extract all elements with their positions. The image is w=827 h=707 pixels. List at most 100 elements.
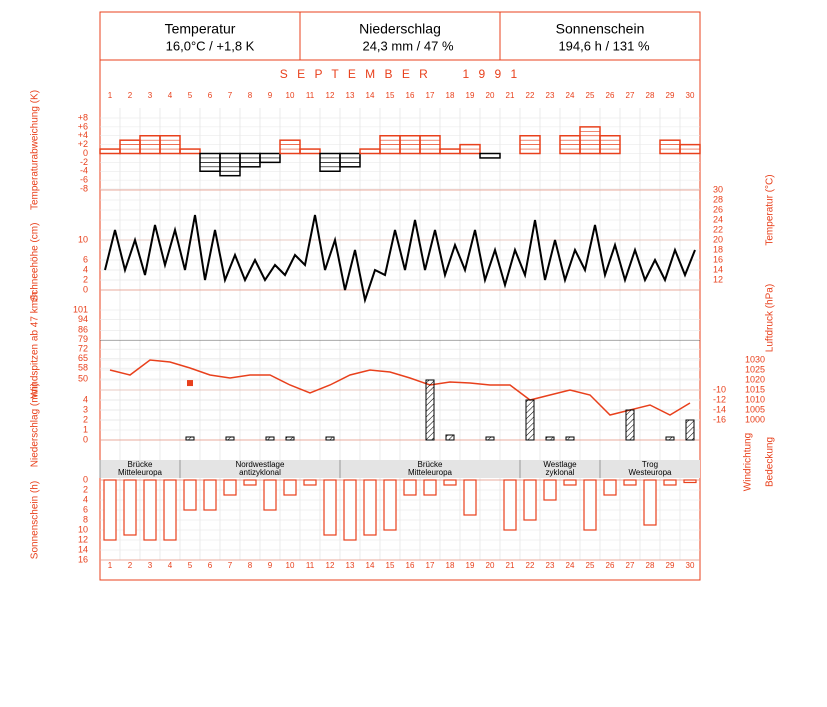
day-label: 25 bbox=[586, 91, 595, 100]
header-value: 16,0°C / +1,8 K bbox=[166, 38, 255, 53]
y-tick-label: +4 bbox=[78, 130, 88, 140]
day-label: 8 bbox=[248, 91, 253, 100]
day-label: 21 bbox=[506, 561, 515, 570]
day-label: 29 bbox=[666, 91, 675, 100]
day-label: 10 bbox=[286, 91, 295, 100]
header-label: Niederschlag bbox=[359, 21, 441, 37]
sunshine-bar bbox=[603, 479, 617, 496]
day-label: 26 bbox=[606, 561, 615, 570]
deviation-bar bbox=[99, 148, 121, 155]
deviation-bar bbox=[239, 152, 261, 168]
y-tick-label: -2 bbox=[80, 157, 88, 167]
day-label: 4 bbox=[168, 561, 173, 570]
day-label: 28 bbox=[646, 561, 655, 570]
sunshine-bar bbox=[303, 479, 317, 486]
day-label: 11 bbox=[306, 561, 315, 570]
y-tick-label: -14 bbox=[713, 404, 726, 414]
day-label: 1 bbox=[108, 91, 113, 100]
sunshine-bar bbox=[663, 479, 677, 486]
sunshine-bar bbox=[143, 479, 157, 541]
header-label: Sonnenschein bbox=[556, 21, 645, 37]
y-tick-label: 0 bbox=[83, 148, 88, 158]
y-tick-label: 4 bbox=[83, 264, 88, 274]
header-value: 24,3 mm / 47 % bbox=[362, 38, 453, 53]
weather-type: Mitteleuropa bbox=[408, 468, 453, 477]
day-label: 20 bbox=[486, 561, 495, 570]
day-label: 15 bbox=[386, 561, 395, 570]
sunshine-bar bbox=[443, 479, 457, 486]
deviation-bar bbox=[119, 139, 141, 155]
day-label: 30 bbox=[686, 561, 695, 570]
sunshine-bar bbox=[323, 479, 337, 536]
precip-bar bbox=[425, 379, 435, 441]
y-tick-label: +6 bbox=[78, 121, 88, 131]
y-tick-label: 2 bbox=[83, 274, 88, 284]
y-tick-label: 30 bbox=[713, 184, 723, 194]
y-tick-label: 79 bbox=[78, 334, 88, 344]
header-value: 194,6 h / 131 % bbox=[558, 38, 650, 53]
axis-title: Sonnenschein (h) bbox=[30, 481, 41, 559]
month-title: S E P T E M B E R 1 9 9 1 bbox=[280, 67, 520, 81]
y-tick-label: 6 bbox=[83, 504, 88, 514]
y-tick-label: 4 bbox=[83, 494, 88, 504]
y-tick-label: 1020 bbox=[745, 374, 765, 384]
y-tick-label: 94 bbox=[78, 314, 88, 324]
y-tick-label: 1025 bbox=[745, 364, 765, 374]
y-tick-label: 8 bbox=[83, 514, 88, 524]
deviation-bar bbox=[659, 139, 681, 155]
sunshine-bar bbox=[223, 479, 237, 496]
y-tick-label: 6 bbox=[83, 254, 88, 264]
day-label: 26 bbox=[606, 91, 615, 100]
sunshine-bar bbox=[563, 479, 577, 486]
sunshine-bar bbox=[383, 479, 397, 531]
y-tick-label: 2 bbox=[83, 414, 88, 424]
y-tick-label: 1000 bbox=[745, 414, 765, 424]
y-tick-label: +8 bbox=[78, 112, 88, 122]
day-label: 7 bbox=[228, 91, 233, 100]
day-label: 9 bbox=[268, 561, 273, 570]
day-label: 6 bbox=[208, 561, 213, 570]
day-label: 12 bbox=[326, 91, 335, 100]
axis-title: Niederschlag (mm) bbox=[30, 383, 41, 467]
temperature-line bbox=[104, 214, 696, 304]
precip-bar bbox=[225, 436, 235, 441]
y-tick-label: 26 bbox=[713, 204, 723, 214]
weather-type: zyklonal bbox=[546, 468, 575, 477]
day-label: 9 bbox=[268, 91, 273, 100]
day-label: 22 bbox=[526, 91, 535, 100]
y-tick-label: 18 bbox=[713, 244, 723, 254]
sunshine-bar bbox=[283, 479, 297, 496]
day-label: 23 bbox=[546, 91, 555, 100]
y-tick-label: 10 bbox=[78, 524, 88, 534]
sunshine-bar bbox=[163, 479, 177, 541]
day-label: 16 bbox=[406, 561, 415, 570]
day-label: 2 bbox=[128, 91, 133, 100]
day-label: 7 bbox=[228, 561, 233, 570]
day-label: 13 bbox=[346, 91, 355, 100]
y-tick-label: 0 bbox=[83, 474, 88, 484]
deviation-bar bbox=[359, 148, 381, 155]
sunshine-bar bbox=[123, 479, 137, 536]
y-tick-label: 0 bbox=[83, 434, 88, 444]
y-tick-label: -12 bbox=[713, 394, 726, 404]
sunshine-bar bbox=[683, 479, 697, 484]
sunshine-bar bbox=[183, 479, 197, 511]
sunshine-bar bbox=[363, 479, 377, 536]
day-label: 29 bbox=[666, 561, 675, 570]
sunshine-bar bbox=[583, 479, 597, 531]
y-tick-label: 86 bbox=[78, 325, 88, 335]
precip-bar bbox=[625, 409, 635, 441]
sunshine-bar bbox=[263, 479, 277, 511]
sunshine-bar bbox=[343, 479, 357, 541]
day-label: 14 bbox=[366, 91, 375, 100]
precip-bar bbox=[185, 436, 195, 441]
day-label: 10 bbox=[286, 561, 295, 570]
precip-bar bbox=[545, 436, 555, 441]
day-label: 25 bbox=[586, 561, 595, 570]
day-label: 6 bbox=[208, 91, 213, 100]
y-tick-label: 28 bbox=[713, 194, 723, 204]
sunshine-bar bbox=[643, 479, 657, 526]
deviation-bar bbox=[339, 152, 361, 168]
y-tick-label: 72 bbox=[78, 344, 88, 354]
day-label: 24 bbox=[566, 91, 575, 100]
